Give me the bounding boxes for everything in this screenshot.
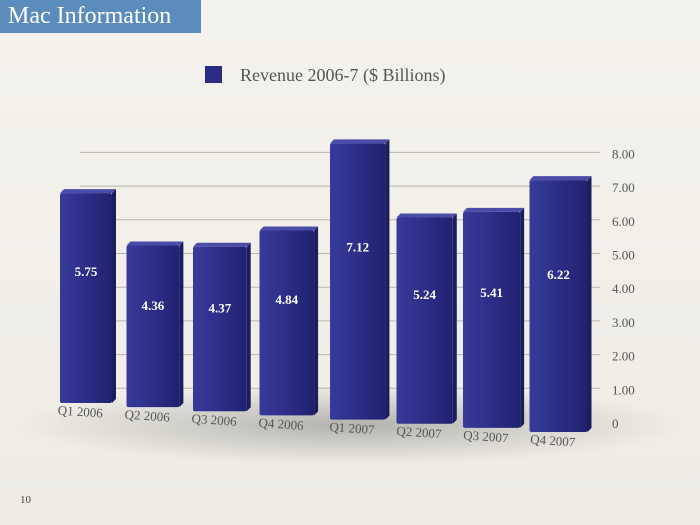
bar-value-label: 5.24: [413, 287, 436, 302]
bar-value-label: 5.75: [75, 264, 98, 279]
bar-side: [587, 176, 592, 432]
bar: [259, 230, 315, 416]
y-tick-label: 4.00: [612, 281, 635, 296]
y-tick-label: 8.00: [612, 146, 635, 161]
x-category-label: Q4 2007: [530, 431, 577, 449]
bar: [330, 143, 386, 420]
y-tick-label: 0: [612, 416, 619, 431]
y-tick-label: 5.00: [612, 248, 635, 263]
bar-side: [520, 207, 525, 428]
bars: [60, 139, 592, 432]
bar-value-label: 4.36: [142, 298, 165, 313]
bar-top: [193, 242, 251, 247]
bar-top: [259, 226, 319, 231]
x-category-label: Q1 2006: [57, 402, 104, 420]
bar: [529, 180, 588, 432]
bar-side: [452, 213, 457, 424]
bar-side: [179, 241, 184, 408]
bar: [193, 246, 247, 412]
x-category-label: Q2 2006: [124, 407, 171, 425]
bar: [463, 211, 521, 428]
bar-side: [112, 189, 116, 403]
bar-top: [60, 189, 116, 194]
y-tick-label: 1.00: [612, 382, 635, 397]
y-tick-label: 3.00: [612, 315, 635, 330]
x-category-label: Q1 2007: [329, 419, 376, 437]
labels: 0 1.00 2.00 3.00 4.00 5.00 6.00 7.00 8.00 5.75 Q1 …: [57, 146, 634, 449]
bar-top: [126, 241, 184, 246]
bar-value-label: 4.37: [208, 300, 231, 315]
bar-top: [330, 139, 390, 144]
legend-label: Revenue 2006-7 ($ Billions): [240, 65, 445, 86]
bar-side: [314, 226, 319, 416]
x-category-label: Q4 2006: [258, 415, 305, 433]
y-tick-label: 6.00: [612, 214, 635, 229]
bar-value-label: 5.41: [480, 285, 503, 300]
legend: Revenue 2006-7 ($ Billions): [205, 65, 445, 86]
page-number: 10: [20, 494, 31, 506]
bar-value-label: 7.12: [346, 239, 369, 254]
bar-value-label: 6.22: [547, 267, 570, 282]
legend-swatch: [205, 66, 222, 83]
bar: [396, 217, 453, 424]
slide-title: Mac Information: [0, 0, 201, 33]
bar: [126, 245, 180, 408]
x-category-label: Q3 2006: [191, 411, 238, 429]
x-category-label: Q2 2007: [396, 423, 443, 441]
y-tick-label: 7.00: [612, 180, 635, 195]
bar: [60, 193, 112, 403]
bar-value-label: 4.84: [275, 292, 298, 307]
bar-top: [463, 207, 525, 212]
bar-side: [385, 139, 390, 420]
x-category-label: Q3 2007: [463, 427, 510, 445]
bar-top: [396, 213, 457, 218]
bar-top: [529, 176, 592, 181]
y-tick-label: 2.00: [612, 349, 635, 364]
bar-side: [246, 242, 251, 412]
